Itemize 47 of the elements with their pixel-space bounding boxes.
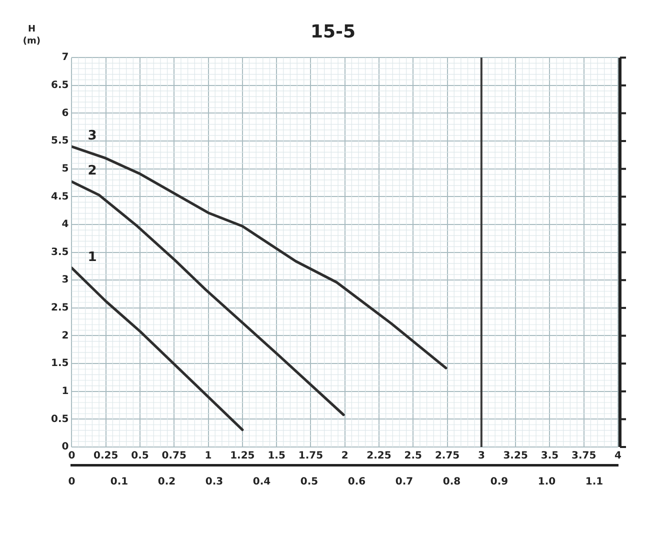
y-tick-label: 5 xyxy=(62,163,69,174)
y-tick-label: 0 xyxy=(62,442,69,453)
x2-tick-label: 1.1 xyxy=(585,476,604,488)
x2-tick-label: 0.3 xyxy=(205,476,224,488)
x2-tick-label: 0.9 xyxy=(490,476,508,488)
x-tick-label: 0.5 xyxy=(131,450,149,462)
y-tick-label: 2.5 xyxy=(50,302,69,314)
chart-title: 15-5 xyxy=(310,21,356,42)
x-tick-label: 3.75 xyxy=(572,450,596,462)
y-tick-label: 3.5 xyxy=(50,246,69,258)
y-tick-label: 6.5 xyxy=(50,80,69,92)
x-tick-label: 1.25 xyxy=(230,450,255,462)
x-tick-label: 1.5 xyxy=(268,450,286,462)
x-tick-label: 0.25 xyxy=(94,450,118,462)
y-axis-title: H (m) xyxy=(22,24,41,47)
series-label: 1 xyxy=(88,250,97,265)
x-tick-label: 1.75 xyxy=(298,450,324,462)
x-tick-label: 2.25 xyxy=(366,450,392,462)
x-tick-label: 2.5 xyxy=(404,450,422,462)
x-tick-label: 3.25 xyxy=(503,450,528,462)
x2-tick-label: 1.0 xyxy=(538,476,556,488)
series-label: 2 xyxy=(88,164,97,179)
x-tick-label: 2.75 xyxy=(434,450,460,462)
y-tick-label: 1.5 xyxy=(50,358,69,370)
y-tick-label: 3 xyxy=(62,274,69,286)
x2-tick-label: 0.6 xyxy=(348,476,366,488)
x-tick-label: 0.75 xyxy=(162,450,187,462)
x2-tick-label: 0.8 xyxy=(442,476,461,488)
x2-tick-label: 0.7 xyxy=(395,476,414,488)
x-tick-label: 4 xyxy=(614,450,622,462)
y-tick-label: 0.5 xyxy=(50,414,69,425)
y-tick-label: 6 xyxy=(62,108,69,119)
x2-tick-label: 0.5 xyxy=(300,476,318,488)
x2-tick-label: 0.1 xyxy=(110,476,128,488)
x-tick-label: 1 xyxy=(204,450,212,462)
x2-tick-label: 0.4 xyxy=(252,476,271,488)
x-tick-label: 3 xyxy=(478,450,485,462)
y-tick-label: 7 xyxy=(62,52,69,64)
x-tick-label: 3.5 xyxy=(540,450,559,462)
y-tick-label: 2 xyxy=(62,330,69,342)
y-tick-label: 1 xyxy=(62,386,69,397)
x2-tick-label: 0.2 xyxy=(158,476,176,488)
x-tick-label: 2 xyxy=(341,450,348,462)
y-tick-label: 4.5 xyxy=(50,191,69,202)
y-tick-label: 4 xyxy=(62,219,69,230)
y-tick-label: 5.5 xyxy=(50,136,69,147)
series-label: 3 xyxy=(88,128,97,144)
